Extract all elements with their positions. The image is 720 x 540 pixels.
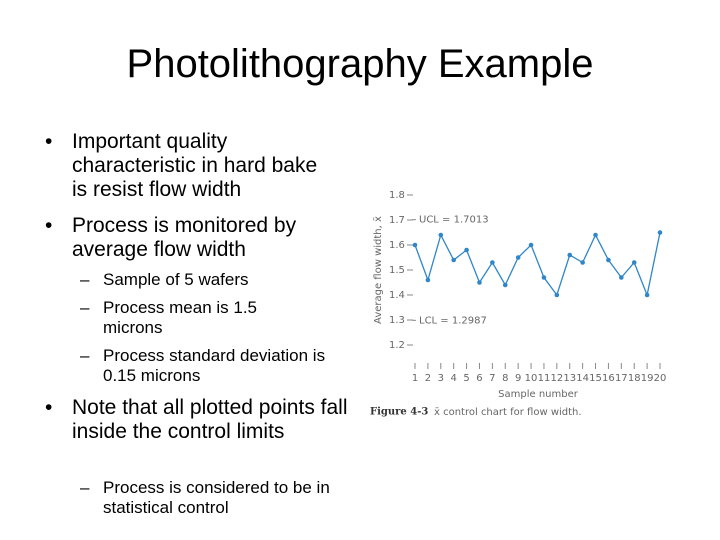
x-tick-label: 2 [425,373,431,384]
data-point [606,257,611,263]
data-point [541,275,547,280]
x-tick-label: 8 [502,373,508,384]
bullet: Important quality characteristic in hard… [45,130,337,202]
x-tick-label: 17 [615,373,628,384]
y-axis-label: Average flow width, x̄ [373,216,384,324]
x-tick-label: 18 [628,373,641,384]
y-tick-label: 1.3 [389,315,405,326]
data-point [412,242,418,248]
sub-bullet: Process mean is 1.5 microns [80,298,303,338]
data-point [477,280,482,285]
data-point [657,230,663,235]
x-tick-label: 11 [538,373,551,384]
control-limit-label: LCL = 1.2987 [419,315,487,326]
figure-label: Figure 4-3 [370,407,428,418]
x-tick-label: 6 [476,373,482,384]
x-tick-label: 1 [412,373,418,384]
data-point [644,292,650,298]
bullet: Process is monitored by average flow wid… [45,214,337,262]
sub-bullet: Process is considered to be in statistic… [80,478,353,518]
x-axis-label: Sample number [498,389,579,400]
data-point [567,252,573,258]
x-tick-label: 14 [576,373,589,384]
data-point [502,282,508,288]
data-line [414,232,661,298]
data-point [528,242,534,248]
slide-title: Photolithography Example [126,42,594,86]
data-point [438,232,444,238]
y-tick-label: 1.6 [389,240,405,251]
y-tick-label: 1.2 [389,340,405,351]
y-tick-label: 1.8 [389,190,405,201]
data-point [464,247,469,253]
y-tick-label: 1.5 [389,265,405,276]
data-point [515,255,521,260]
data-point [451,257,456,263]
x-tick-label: 20 [654,373,667,384]
data-point [619,275,624,280]
bullet: Note that all plotted points fall inside… [45,396,357,444]
x-tick-label: 12 [550,373,563,384]
data-point [554,292,560,298]
x-tick-label: 4 [450,373,456,384]
x-tick-label: 3 [438,373,444,384]
x-tick-label: 5 [463,373,469,384]
data-point [631,260,637,265]
x-tick-label: 10 [525,373,538,384]
x-tick-label: 19 [641,373,654,384]
x-tick-label: 16 [602,373,615,384]
y-tick-label: 1.4 [389,290,405,301]
x-tick-label: 7 [489,373,495,384]
data-point [425,277,431,283]
sub-bullet: Process standard deviation is 0.15 micro… [80,346,348,386]
y-tick-label: 1.7 [389,215,405,226]
figure-caption: x̄ control chart for flow width. [434,407,582,418]
sub-bullet: Sample of 5 wafers [80,270,343,290]
x-tick-label: 9 [515,373,521,384]
x-tick-label: 15 [589,373,602,384]
data-point [593,232,598,238]
data-point [580,260,585,265]
control-limit-label: UCL = 1.7013 [419,215,489,226]
x-tick-label: 13 [563,373,576,384]
data-point [490,260,495,265]
